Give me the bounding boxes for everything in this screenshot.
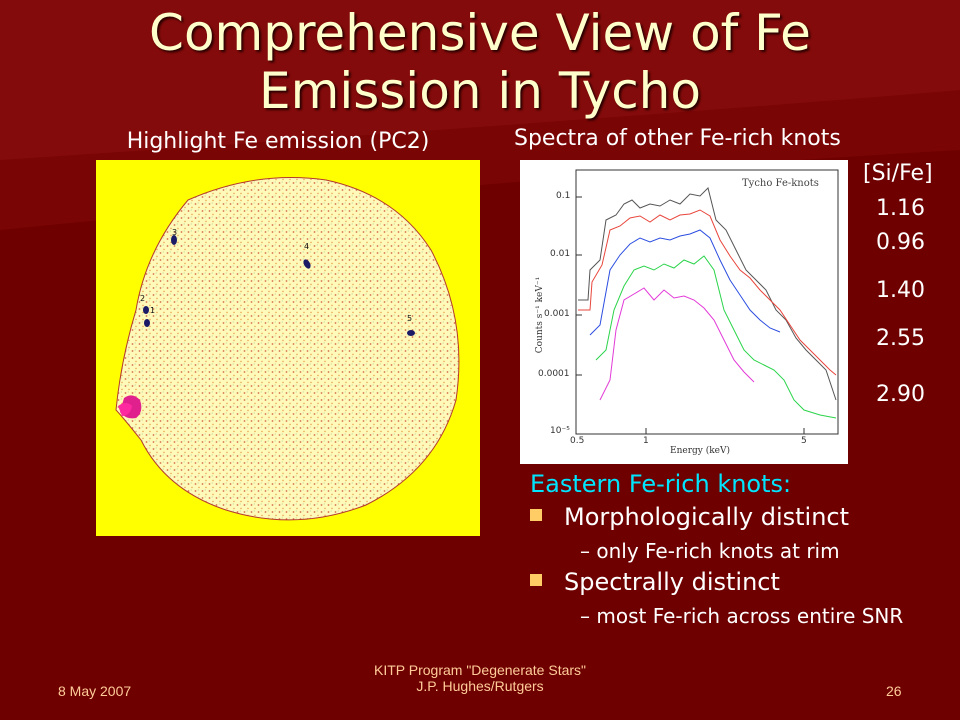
dash-icon: – — [580, 604, 597, 628]
bullet-text: Spectrally distinct — [564, 568, 780, 596]
footer-program-line-1: KITP Program "Degenerate Stars" — [374, 662, 586, 678]
bullet-square-icon — [530, 509, 542, 521]
spectrum-figure: Tycho Fe-knots Counts s⁻¹ keV⁻¹ Energy (… — [520, 160, 848, 464]
footer-program: KITP Program "Degenerate Stars" J.P. Hug… — [320, 662, 640, 694]
ytick-1e-5: 10⁻⁵ — [550, 426, 570, 436]
xtick-0.5: 0.5 — [570, 436, 585, 446]
slide-title: Comprehensive View of Fe Emission in Tyc… — [0, 4, 960, 120]
xtick-5: 5 — [801, 436, 807, 446]
spectrum-plot — [575, 169, 839, 435]
bullet-square-icon — [530, 574, 542, 586]
eastern-knots-heading: Eastern Fe-rich knots: — [530, 470, 792, 498]
si-fe-value-4: 2.55 — [876, 326, 925, 351]
footer-page-number: 26 — [886, 683, 902, 699]
knot-label-1: 1 — [150, 306, 156, 315]
title-line-1: Comprehensive View of Fe — [149, 4, 811, 62]
sub-bullet-spectral: – most Fe-rich across entire SNR — [580, 604, 903, 628]
si-fe-value-5: 2.90 — [876, 382, 925, 407]
si-fe-value-1: 1.16 — [876, 196, 925, 221]
knot-label-2: 2 — [140, 294, 146, 303]
ytick-0.0001: 0.0001 — [538, 369, 570, 379]
bullet-text: Morphologically distinct — [564, 503, 850, 531]
spectrum-xlabel: Energy (keV) — [670, 446, 731, 456]
sub-bullet-text: most Fe-rich across entire SNR — [596, 604, 904, 628]
title-line-2: Emission in Tycho — [259, 62, 701, 120]
knot-label-4: 4 — [304, 242, 310, 251]
spectrum-plot-label: Tycho Fe-knots — [742, 178, 819, 189]
map-caption: Highlight Fe emission (PC2) — [126, 129, 430, 154]
sub-bullet-morphology: – only Fe-rich knots at rim — [580, 539, 840, 563]
ytick-0.1: 0.1 — [556, 191, 571, 201]
ytick-0.01: 0.01 — [550, 249, 571, 259]
si-fe-header: [Si/Fe] — [863, 161, 933, 186]
si-fe-value-2: 0.96 — [876, 230, 925, 255]
bullet-spectral: Spectrally distinct — [530, 568, 780, 596]
fe-map-image — [115, 177, 460, 521]
sub-bullet-text: only Fe-rich knots at rim — [596, 539, 840, 563]
footer-program-line-2: J.P. Hughes/Rutgers — [416, 678, 544, 694]
footer-date: 8 May 2007 — [58, 683, 132, 699]
si-fe-value-3: 1.40 — [876, 278, 925, 303]
knot-label-5: 5 — [407, 314, 413, 323]
dash-icon: – — [580, 539, 597, 563]
ytick-0.001: 0.001 — [544, 309, 570, 319]
bullet-morphology: Morphologically distinct — [530, 503, 849, 531]
knot-label-3: 3 — [172, 228, 178, 237]
fe-emission-map: 3 4 2 1 5 — [96, 160, 480, 536]
xtick-1: 1 — [643, 436, 649, 446]
spectrum-caption: Spectra of other Fe-rich knots — [514, 126, 841, 151]
